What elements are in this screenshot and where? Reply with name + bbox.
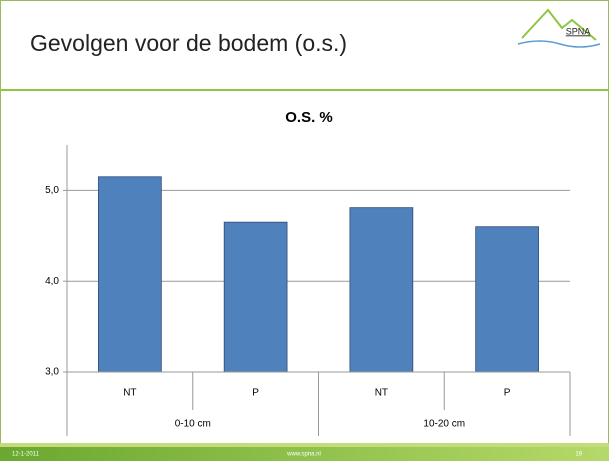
bar (475, 226, 539, 373)
y-tick-label: 3,0 (45, 367, 59, 378)
footer-bar (0, 447, 609, 461)
chart-title: O.S. % (285, 109, 333, 126)
slide-title: Gevolgen voor de bodem (o.s.) (30, 30, 347, 56)
x-tick-label: P (504, 388, 511, 399)
x-tick-label: NT (375, 388, 388, 399)
footer-url: www.spna.nl (286, 452, 321, 458)
group-label: 0-10 cm (175, 419, 211, 430)
x-tick-label: P (252, 388, 259, 399)
x-tick-label: NT (123, 388, 136, 399)
y-tick-label: 4,0 (45, 276, 59, 287)
bar (349, 207, 414, 373)
group-label: 10-20 cm (423, 419, 465, 430)
logo-wave (517, 40, 601, 48)
logo-text: SPNA (566, 26, 591, 36)
footer-rule (0, 443, 609, 447)
logo-mountain (521, 8, 597, 41)
logo: SPNA (517, 8, 601, 48)
bar (223, 221, 288, 373)
bar (98, 176, 162, 373)
y-tick-label: 5,0 (45, 185, 59, 196)
footer-date: 12-1-2011 (12, 452, 40, 458)
footer-page: 19 (575, 452, 582, 458)
